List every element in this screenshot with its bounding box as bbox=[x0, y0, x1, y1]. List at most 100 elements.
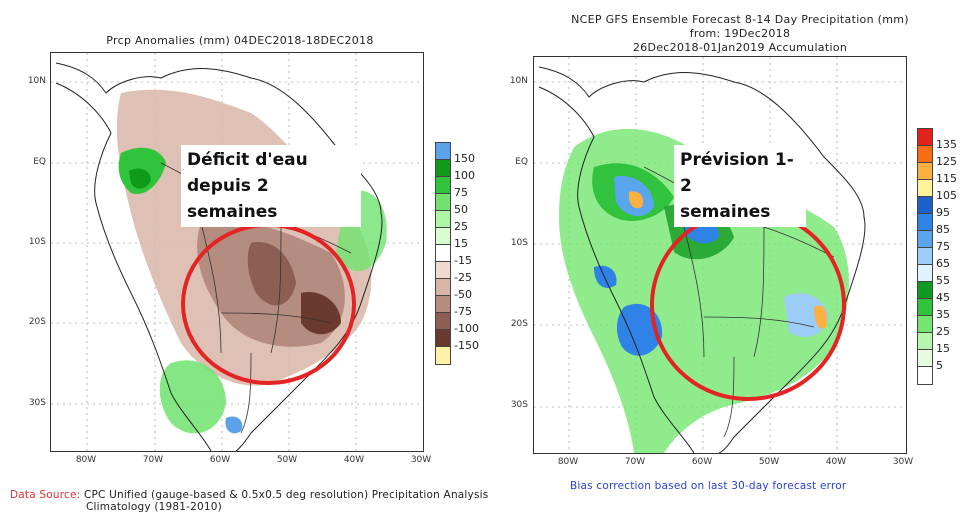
anomaly-title: Prcp Anomalies (mm) 04DEC2018-18DEC2018 bbox=[106, 34, 374, 47]
colorbar-swatch bbox=[436, 211, 450, 228]
colorbar-label: 95 bbox=[936, 206, 950, 219]
forecast-title-line-2: from: 19Dec2018 bbox=[689, 27, 791, 40]
colorbar-swatch bbox=[918, 333, 932, 350]
data-source-footer: Data Source: CPC Unified (gauge-based & … bbox=[10, 489, 488, 501]
colorbar-swatch bbox=[918, 231, 932, 248]
colorbar-swatch bbox=[918, 129, 932, 146]
annotation-line-2: semaines bbox=[680, 202, 771, 222]
colorbar-swatch bbox=[436, 313, 450, 330]
data-source-label: Data Source: bbox=[10, 489, 81, 501]
ytick-20S: 20S bbox=[510, 319, 528, 329]
data-source-text: CPC Unified (gauge-based & 0.5x0.5 deg r… bbox=[83, 489, 489, 501]
colorbar-label: 45 bbox=[936, 291, 950, 304]
xtick-80W: 80W bbox=[75, 455, 97, 465]
colorbar-label: 115 bbox=[936, 172, 957, 185]
forecast-annotation: Prévision 1-2 semaines bbox=[674, 145, 806, 227]
colorbar-label: 75 bbox=[936, 240, 950, 253]
colorbar-swatch bbox=[436, 262, 450, 279]
forecast-panel: NCEP GFS Ensemble Forecast 8-14 Day Prec… bbox=[490, 0, 977, 514]
colorbar-swatch bbox=[918, 163, 932, 180]
colorbar-label: 75 bbox=[454, 186, 468, 199]
colorbar-label: 105 bbox=[936, 189, 957, 202]
colorbar-label: 55 bbox=[936, 274, 950, 287]
colorbar-label: 125 bbox=[936, 155, 957, 168]
colorbar-swatch bbox=[436, 245, 450, 262]
xtick-40W: 40W bbox=[343, 455, 365, 465]
xtick-40W: 40W bbox=[825, 457, 847, 467]
highlight-circle bbox=[650, 209, 846, 401]
colorbar-label: 25 bbox=[454, 220, 468, 233]
colorbar-label: 5 bbox=[936, 359, 943, 372]
forecast-title-line-3: 26Dec2018-01Jan2019 Accumulation bbox=[632, 41, 848, 54]
colorbar-swatch bbox=[436, 347, 450, 364]
colorbar-swatch bbox=[918, 248, 932, 265]
xtick-80W: 80W bbox=[557, 457, 579, 467]
deficit-annotation: Déficit d'eau depuis 2 semaines bbox=[181, 145, 361, 227]
colorbar-swatch bbox=[918, 350, 932, 367]
colorbar-label: -15 bbox=[454, 254, 472, 267]
xtick-70W: 70W bbox=[624, 457, 646, 467]
anomaly-colorbar bbox=[435, 142, 451, 365]
ytick-20S: 20S bbox=[28, 317, 46, 327]
colorbar-swatch bbox=[436, 177, 450, 194]
colorbar-label: 100 bbox=[454, 169, 475, 182]
colorbar-label: -150 bbox=[454, 339, 479, 352]
coastline bbox=[538, 66, 866, 453]
colorbar-swatch bbox=[918, 214, 932, 231]
colorbar-label: 65 bbox=[936, 257, 950, 270]
colorbar-swatch bbox=[436, 143, 450, 160]
colorbar-swatch bbox=[436, 160, 450, 177]
forecast-colorbar bbox=[917, 128, 933, 385]
colorbar-label: 35 bbox=[936, 308, 950, 321]
colorbar-swatch bbox=[436, 194, 450, 211]
xtick-70W: 70W bbox=[142, 455, 164, 465]
anomaly-panel: Prcp Anomalies (mm) 04DEC2018-18DEC2018 bbox=[10, 34, 488, 514]
colorbar-label: -25 bbox=[454, 271, 472, 284]
colorbar-swatch bbox=[918, 316, 932, 333]
ytick-10N: 10N bbox=[27, 76, 46, 86]
xtick-60W: 60W bbox=[209, 455, 231, 465]
coastline bbox=[55, 62, 383, 451]
ytick-30S: 30S bbox=[510, 400, 528, 410]
colorbar-swatch bbox=[436, 296, 450, 313]
colorbar-label: 15 bbox=[454, 237, 468, 250]
forecast-map: Prévision 1-2 semaines bbox=[533, 56, 907, 454]
xtick-50W: 50W bbox=[276, 455, 298, 465]
colorbar-swatch bbox=[918, 282, 932, 299]
xtick-30W: 30W bbox=[410, 455, 432, 465]
colorbar-label: -50 bbox=[454, 288, 472, 301]
ytick-10S: 10S bbox=[28, 237, 46, 247]
highlight-circle bbox=[181, 223, 356, 385]
colorbar-label: 25 bbox=[936, 325, 950, 338]
colorbar-swatch bbox=[436, 330, 450, 347]
climatology-text: Climatology (1981-2010) bbox=[86, 501, 222, 513]
anomaly-map: Déficit d'eau depuis 2 semaines bbox=[50, 52, 424, 452]
annotation-line-1: Déficit d'eau bbox=[187, 150, 308, 170]
annotation-line-1: Prévision 1-2 bbox=[680, 150, 794, 196]
colorbar-swatch bbox=[918, 146, 932, 163]
colorbar-label: 15 bbox=[936, 342, 950, 355]
forecast-title-line-1: NCEP GFS Ensemble Forecast 8-14 Day Prec… bbox=[571, 13, 909, 26]
colorbar-label: 135 bbox=[936, 138, 957, 151]
colorbar-swatch bbox=[918, 180, 932, 197]
colorbar-swatch bbox=[918, 265, 932, 282]
xtick-30W: 30W bbox=[892, 457, 914, 467]
colorbar-label: -100 bbox=[454, 322, 479, 335]
colorbar-swatch bbox=[436, 279, 450, 296]
ytick-EQ: EQ bbox=[33, 157, 46, 167]
xtick-50W: 50W bbox=[758, 457, 780, 467]
colorbar-label: 50 bbox=[454, 203, 468, 216]
colorbar-swatch bbox=[436, 228, 450, 245]
annotation-line-2: depuis 2 semaines bbox=[187, 176, 278, 222]
colorbar-label: 85 bbox=[936, 223, 950, 236]
colorbar-swatch bbox=[918, 299, 932, 316]
ytick-10S: 10S bbox=[510, 238, 528, 248]
colorbar-swatch bbox=[918, 197, 932, 214]
ytick-EQ: EQ bbox=[515, 157, 528, 167]
colorbar-label: 150 bbox=[454, 152, 475, 165]
colorbar-swatch bbox=[918, 367, 932, 384]
xtick-60W: 60W bbox=[691, 457, 713, 467]
ytick-30S: 30S bbox=[28, 398, 46, 408]
colorbar-label: -75 bbox=[454, 305, 472, 318]
ytick-10N: 10N bbox=[509, 76, 528, 86]
